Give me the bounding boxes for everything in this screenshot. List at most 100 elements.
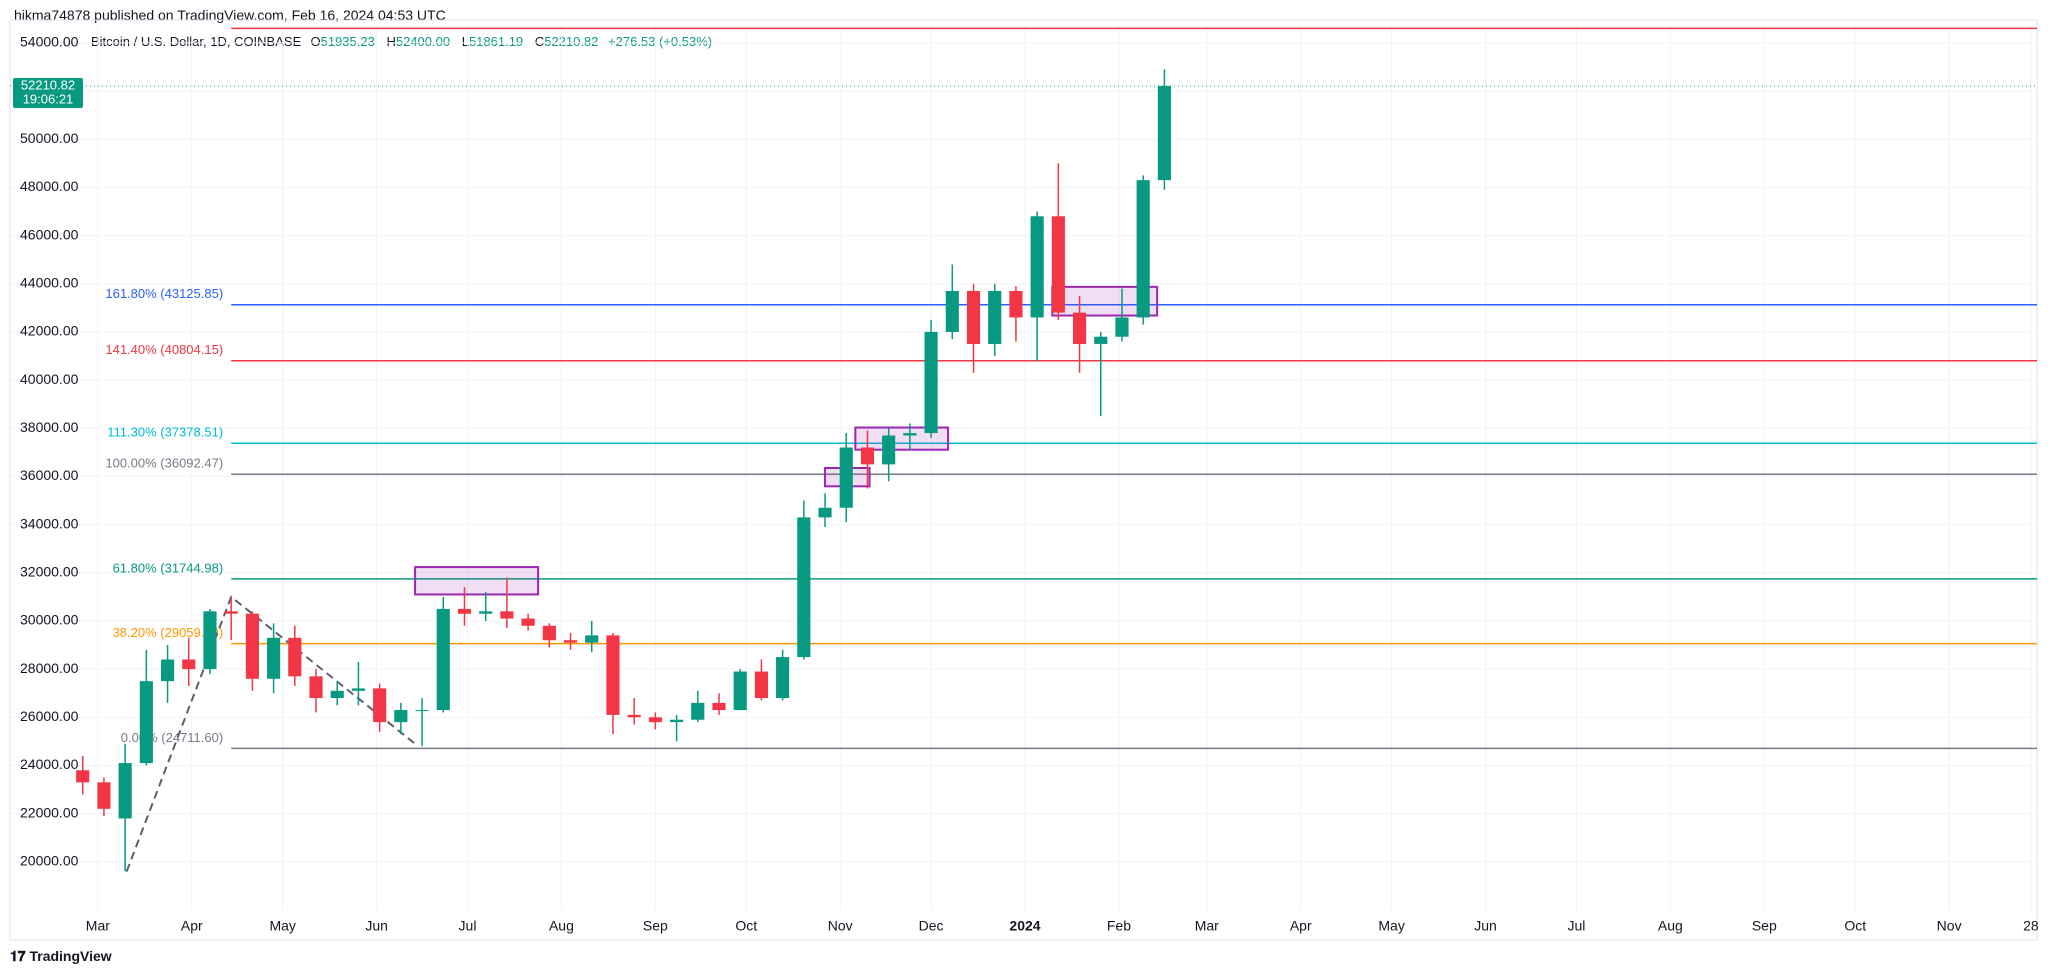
candle-body xyxy=(1115,317,1129,337)
ohlc-key: C xyxy=(534,34,545,49)
fib-label: 141.40% (40804.15) xyxy=(105,342,223,357)
fib-label: 61.80% (31744.98) xyxy=(113,560,224,575)
candle-body xyxy=(76,770,90,783)
y-tick-label: 28000.00 xyxy=(20,660,79,676)
x-tick-label: Dec xyxy=(919,918,944,934)
candle-body xyxy=(457,608,472,614)
candle-body xyxy=(415,710,429,712)
ohlc-value: 52210.82 xyxy=(544,34,599,49)
candle-body xyxy=(1051,216,1065,313)
y-tick-label: 36000.00 xyxy=(20,467,79,483)
candle-body xyxy=(1072,312,1087,344)
y-tick-label: 44000.00 xyxy=(20,274,79,290)
brand-name: TradingView xyxy=(29,948,112,964)
symbol-legend: Bitcoin / U.S. Dollar, 1D, COINBASE O519… xyxy=(91,34,712,49)
candle-body xyxy=(563,640,578,643)
trendline xyxy=(125,595,419,872)
fib-label: 111.30% (37378.51) xyxy=(107,425,223,440)
candle-body xyxy=(373,688,387,723)
candle-body xyxy=(351,688,366,691)
zone xyxy=(414,566,540,596)
ohlc-key: O xyxy=(310,34,321,49)
ohlc-value: 51861.19 xyxy=(468,34,524,49)
y-tick-label: 38000.00 xyxy=(20,419,79,435)
publisher-line: hikma74878 published on TradingView.com,… xyxy=(14,7,446,23)
candle-body xyxy=(139,681,153,764)
candle-body xyxy=(903,433,917,436)
candle-body xyxy=(160,659,175,682)
candle-body xyxy=(818,507,832,518)
x-tick-label: Jul xyxy=(459,918,477,934)
candle-body xyxy=(606,635,620,715)
candle-body xyxy=(988,290,1002,344)
candle-body xyxy=(118,763,132,819)
candle-body xyxy=(436,608,450,711)
y-tick-label: 48000.00 xyxy=(20,178,79,194)
x-tick-label: Mar xyxy=(1195,918,1219,934)
candle-body xyxy=(691,702,705,720)
x-tick-label: Jul xyxy=(1568,918,1586,934)
candle-body xyxy=(733,671,747,711)
last-price-label: 52210.82 xyxy=(21,77,75,92)
candle-body xyxy=(330,690,344,699)
candle-body xyxy=(479,611,493,614)
candle-body xyxy=(288,637,302,677)
last-price-badge xyxy=(13,77,83,108)
candle-body xyxy=(203,611,217,670)
y-tick-label: 34000.00 xyxy=(20,515,79,531)
x-tick-label: Nov xyxy=(1937,918,1962,934)
candle-body xyxy=(182,659,196,670)
y-tick-label: 46000.00 xyxy=(20,226,79,242)
candle-body xyxy=(882,435,896,465)
x-tick-label: Jun xyxy=(365,918,388,934)
candle-body xyxy=(500,611,514,619)
candle-body xyxy=(860,447,875,465)
candle-body xyxy=(776,657,790,699)
fib-label: 38.20% (29059.09) xyxy=(113,625,224,640)
y-tick-label: 54000.00 xyxy=(20,34,79,50)
x-tick-label: Oct xyxy=(735,918,757,934)
x-tick-label: May xyxy=(269,918,295,934)
candle-body xyxy=(797,517,811,658)
x-tick-label: Aug xyxy=(549,918,574,934)
candle-body xyxy=(224,611,238,614)
candle-body xyxy=(521,618,535,626)
candle-body xyxy=(97,782,111,809)
brand: 𝟏𝟕 TradingView xyxy=(10,948,112,965)
candle-body xyxy=(542,625,556,641)
x-tick-label: 2024 xyxy=(1009,918,1040,934)
brand-logo: 𝟏𝟕 xyxy=(10,948,30,964)
candle-body xyxy=(1030,216,1044,318)
candle-body xyxy=(585,635,599,643)
plot-frame xyxy=(9,19,2038,941)
candle-body xyxy=(1157,85,1171,181)
x-tick-label: Oct xyxy=(1844,918,1866,934)
candle-body xyxy=(648,717,662,723)
candle-body xyxy=(839,447,853,508)
candle-body xyxy=(1009,290,1023,318)
x-tick-label: Mar xyxy=(86,918,110,934)
y-tick-label: 40000.00 xyxy=(20,371,79,387)
fib-label: 161.80% (43125.85) xyxy=(105,286,223,301)
ohlc-key: L xyxy=(461,34,469,49)
candle-body xyxy=(1136,180,1150,318)
candle-body xyxy=(670,719,684,723)
x-tick-label: Nov xyxy=(828,918,853,934)
candle-body xyxy=(1094,336,1108,344)
y-tick-label: 32000.00 xyxy=(20,563,79,579)
candle-body xyxy=(394,710,408,723)
candle-body xyxy=(712,702,726,711)
ohlc-key: H xyxy=(386,34,396,49)
candle-body xyxy=(309,676,323,699)
x-tick-label: Jun xyxy=(1474,918,1497,934)
candle-body xyxy=(924,331,938,434)
symbol: Bitcoin / U.S. Dollar, 1D, COINBASE xyxy=(91,34,302,49)
y-tick-label: 20000.00 xyxy=(20,853,79,869)
x-tick-label: Aug xyxy=(1658,918,1683,934)
y-tick-label: 50000.00 xyxy=(20,130,79,146)
candle-body xyxy=(267,637,281,679)
x-tick-label: Apr xyxy=(181,918,203,934)
x-tick-label: Apr xyxy=(1290,918,1312,934)
